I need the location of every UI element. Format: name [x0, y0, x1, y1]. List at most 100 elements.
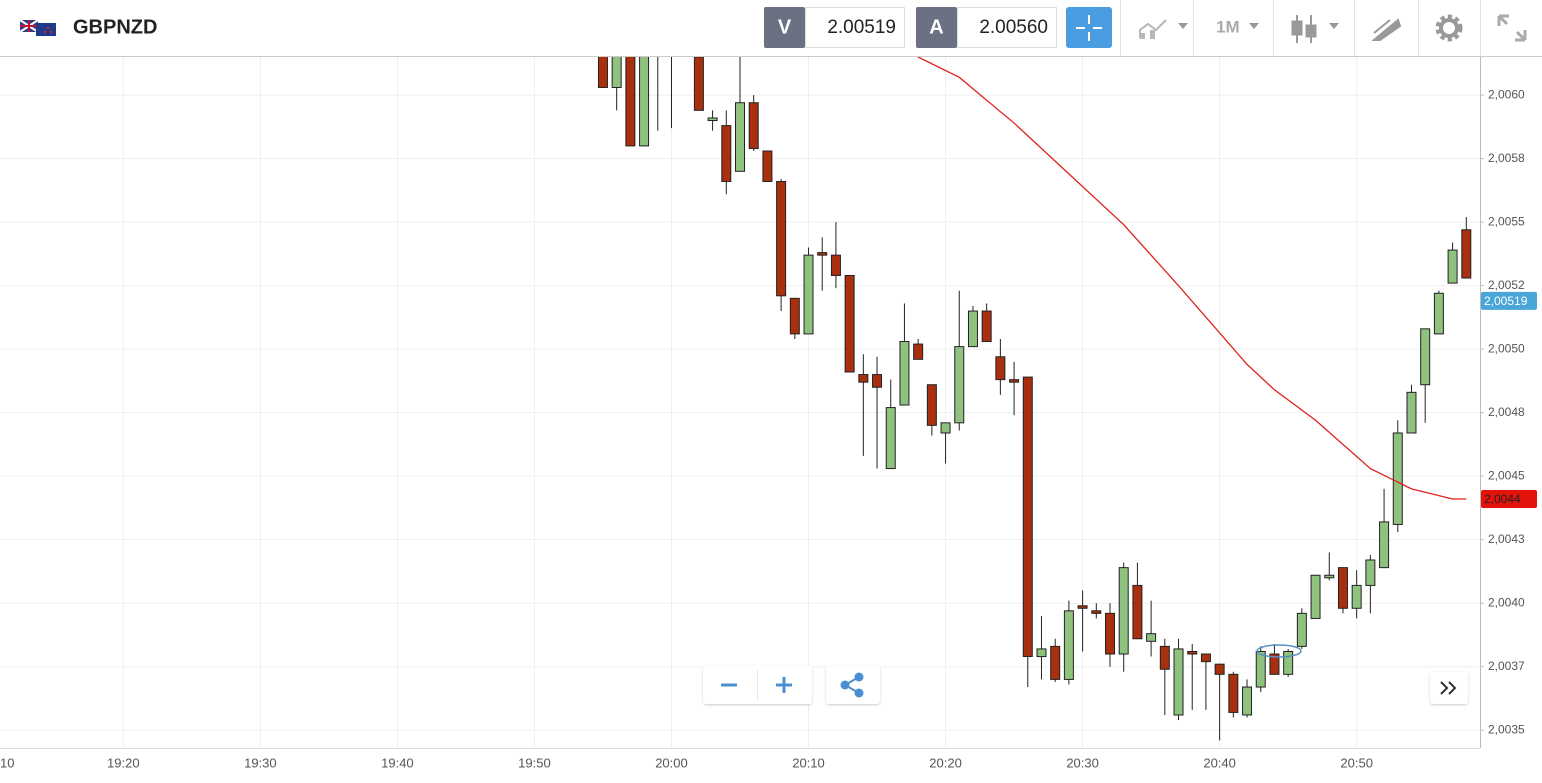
bid-button[interactable]	[764, 7, 805, 48]
flag-icon	[19, 19, 56, 36]
candle-body	[1132, 584, 1143, 640]
y-tick-label: 2,0037	[1488, 659, 1525, 673]
candle-body	[1214, 663, 1225, 675]
candle-body	[1022, 376, 1033, 658]
x-tick-label: 20:00	[655, 755, 688, 770]
candle-body	[1337, 567, 1348, 609]
zoom-in-button[interactable]	[776, 677, 792, 693]
y-tick-label: 2,0043	[1488, 532, 1525, 546]
timeframe-button[interactable]: 1M	[1216, 17, 1259, 36]
candle-body	[1187, 650, 1198, 655]
x-tick-label: 19:40	[381, 755, 414, 770]
toolbar-separators	[1120, 0, 1481, 56]
candle-body	[1255, 650, 1266, 688]
candle-body	[1050, 645, 1061, 680]
crosshair-button[interactable]	[1066, 7, 1112, 48]
y-tick-label: 2,0040	[1488, 595, 1525, 609]
x-tick-label: 10	[0, 755, 14, 770]
crosshair-icon	[1076, 15, 1102, 41]
y-tick-label: 2,0035	[1488, 722, 1525, 736]
candle-body	[748, 102, 759, 149]
candle-body	[1461, 229, 1472, 279]
candle-body	[1077, 605, 1088, 609]
candle-body	[1351, 584, 1362, 609]
plot-area	[597, 57, 1472, 741]
candle-style-button[interactable]	[1291, 15, 1339, 43]
settings-button[interactable]	[1435, 14, 1463, 42]
candle-body	[693, 57, 704, 111]
fullscreen-button[interactable]	[1497, 14, 1527, 42]
x-tick-label: 19:30	[244, 755, 277, 770]
y-tick-label: 2,0045	[1488, 468, 1525, 482]
candle-body	[1433, 292, 1444, 335]
scroll-end-button[interactable]	[1440, 681, 1457, 695]
candle-body	[789, 297, 800, 335]
share-button[interactable]	[840, 672, 864, 698]
ask-button[interactable]	[916, 7, 957, 48]
share-bg	[826, 666, 880, 704]
candle-body	[899, 341, 910, 406]
order-marker	[1256, 644, 1302, 658]
x-tick-label: 20:30	[1066, 755, 1099, 770]
candle-body	[625, 57, 636, 147]
candle-body	[940, 422, 951, 434]
x-tick-label: 19:20	[107, 755, 140, 770]
scroll-end-bg	[1430, 672, 1468, 704]
candle-body	[721, 125, 732, 182]
moving-average-line	[916, 57, 1467, 500]
candle-body	[913, 343, 924, 360]
ask-box	[957, 7, 1057, 48]
chart-type-button[interactable]	[1139, 19, 1188, 39]
ask-label: A	[929, 16, 943, 38]
candle-body	[817, 252, 828, 256]
x-tick-label: 20:50	[1340, 755, 1373, 770]
candle-body	[1296, 612, 1307, 647]
axes: 2,0060 2,0058 2,0055 2,0052 2,0050 2,0048 2,00…	[0, 87, 1537, 770]
bid-label: V	[778, 16, 792, 38]
candle-body	[611, 57, 622, 88]
candle-body	[1283, 650, 1294, 675]
candle-body	[872, 374, 883, 388]
y-tick-label: 2,0052	[1488, 278, 1525, 292]
candle-body	[1420, 328, 1431, 386]
candle-body	[1105, 612, 1115, 655]
x-tick-label: 19:50	[518, 755, 551, 770]
candle-body	[1091, 610, 1102, 614]
price-tag	[1481, 490, 1537, 509]
x-tick-label: 20:20	[929, 755, 962, 770]
candle-body	[885, 407, 896, 470]
candle-body	[1036, 648, 1047, 658]
candle-body	[1269, 653, 1280, 675]
y-tick-label: 2,0055	[1488, 214, 1525, 228]
candle-body	[803, 254, 814, 335]
x-tick-label: 20:40	[1203, 755, 1236, 770]
candle-body	[1228, 673, 1239, 713]
candle-body	[762, 150, 773, 182]
candle-body	[858, 374, 869, 383]
grid	[0, 57, 1480, 748]
candle-body	[1063, 610, 1074, 680]
candle-body	[776, 180, 787, 297]
candle-body	[1379, 521, 1390, 569]
candle-body	[1406, 391, 1417, 434]
bid-box	[805, 7, 905, 48]
candle-body	[735, 102, 745, 172]
price-tag	[1481, 291, 1537, 310]
y-tick-label: 2,0060	[1488, 87, 1525, 101]
candle-body	[1118, 567, 1129, 655]
candle-body	[1146, 633, 1157, 642]
candle-body	[1324, 574, 1335, 579]
candle-body	[1392, 432, 1403, 525]
candle-body	[1447, 249, 1458, 284]
bid-price: 2.00519	[827, 17, 896, 38]
draw-tools-button[interactable]	[1371, 18, 1402, 41]
y-tick-label: 2,0058	[1488, 151, 1525, 165]
candle-body	[1159, 645, 1170, 670]
candle-body	[926, 384, 937, 426]
toolbar: GBPNZD V 2.00519 A 2.00560 1M	[0, 0, 1542, 57]
candle-body	[1365, 559, 1376, 586]
symbol: GBPNZD	[73, 16, 157, 38]
candle-body	[597, 57, 608, 88]
